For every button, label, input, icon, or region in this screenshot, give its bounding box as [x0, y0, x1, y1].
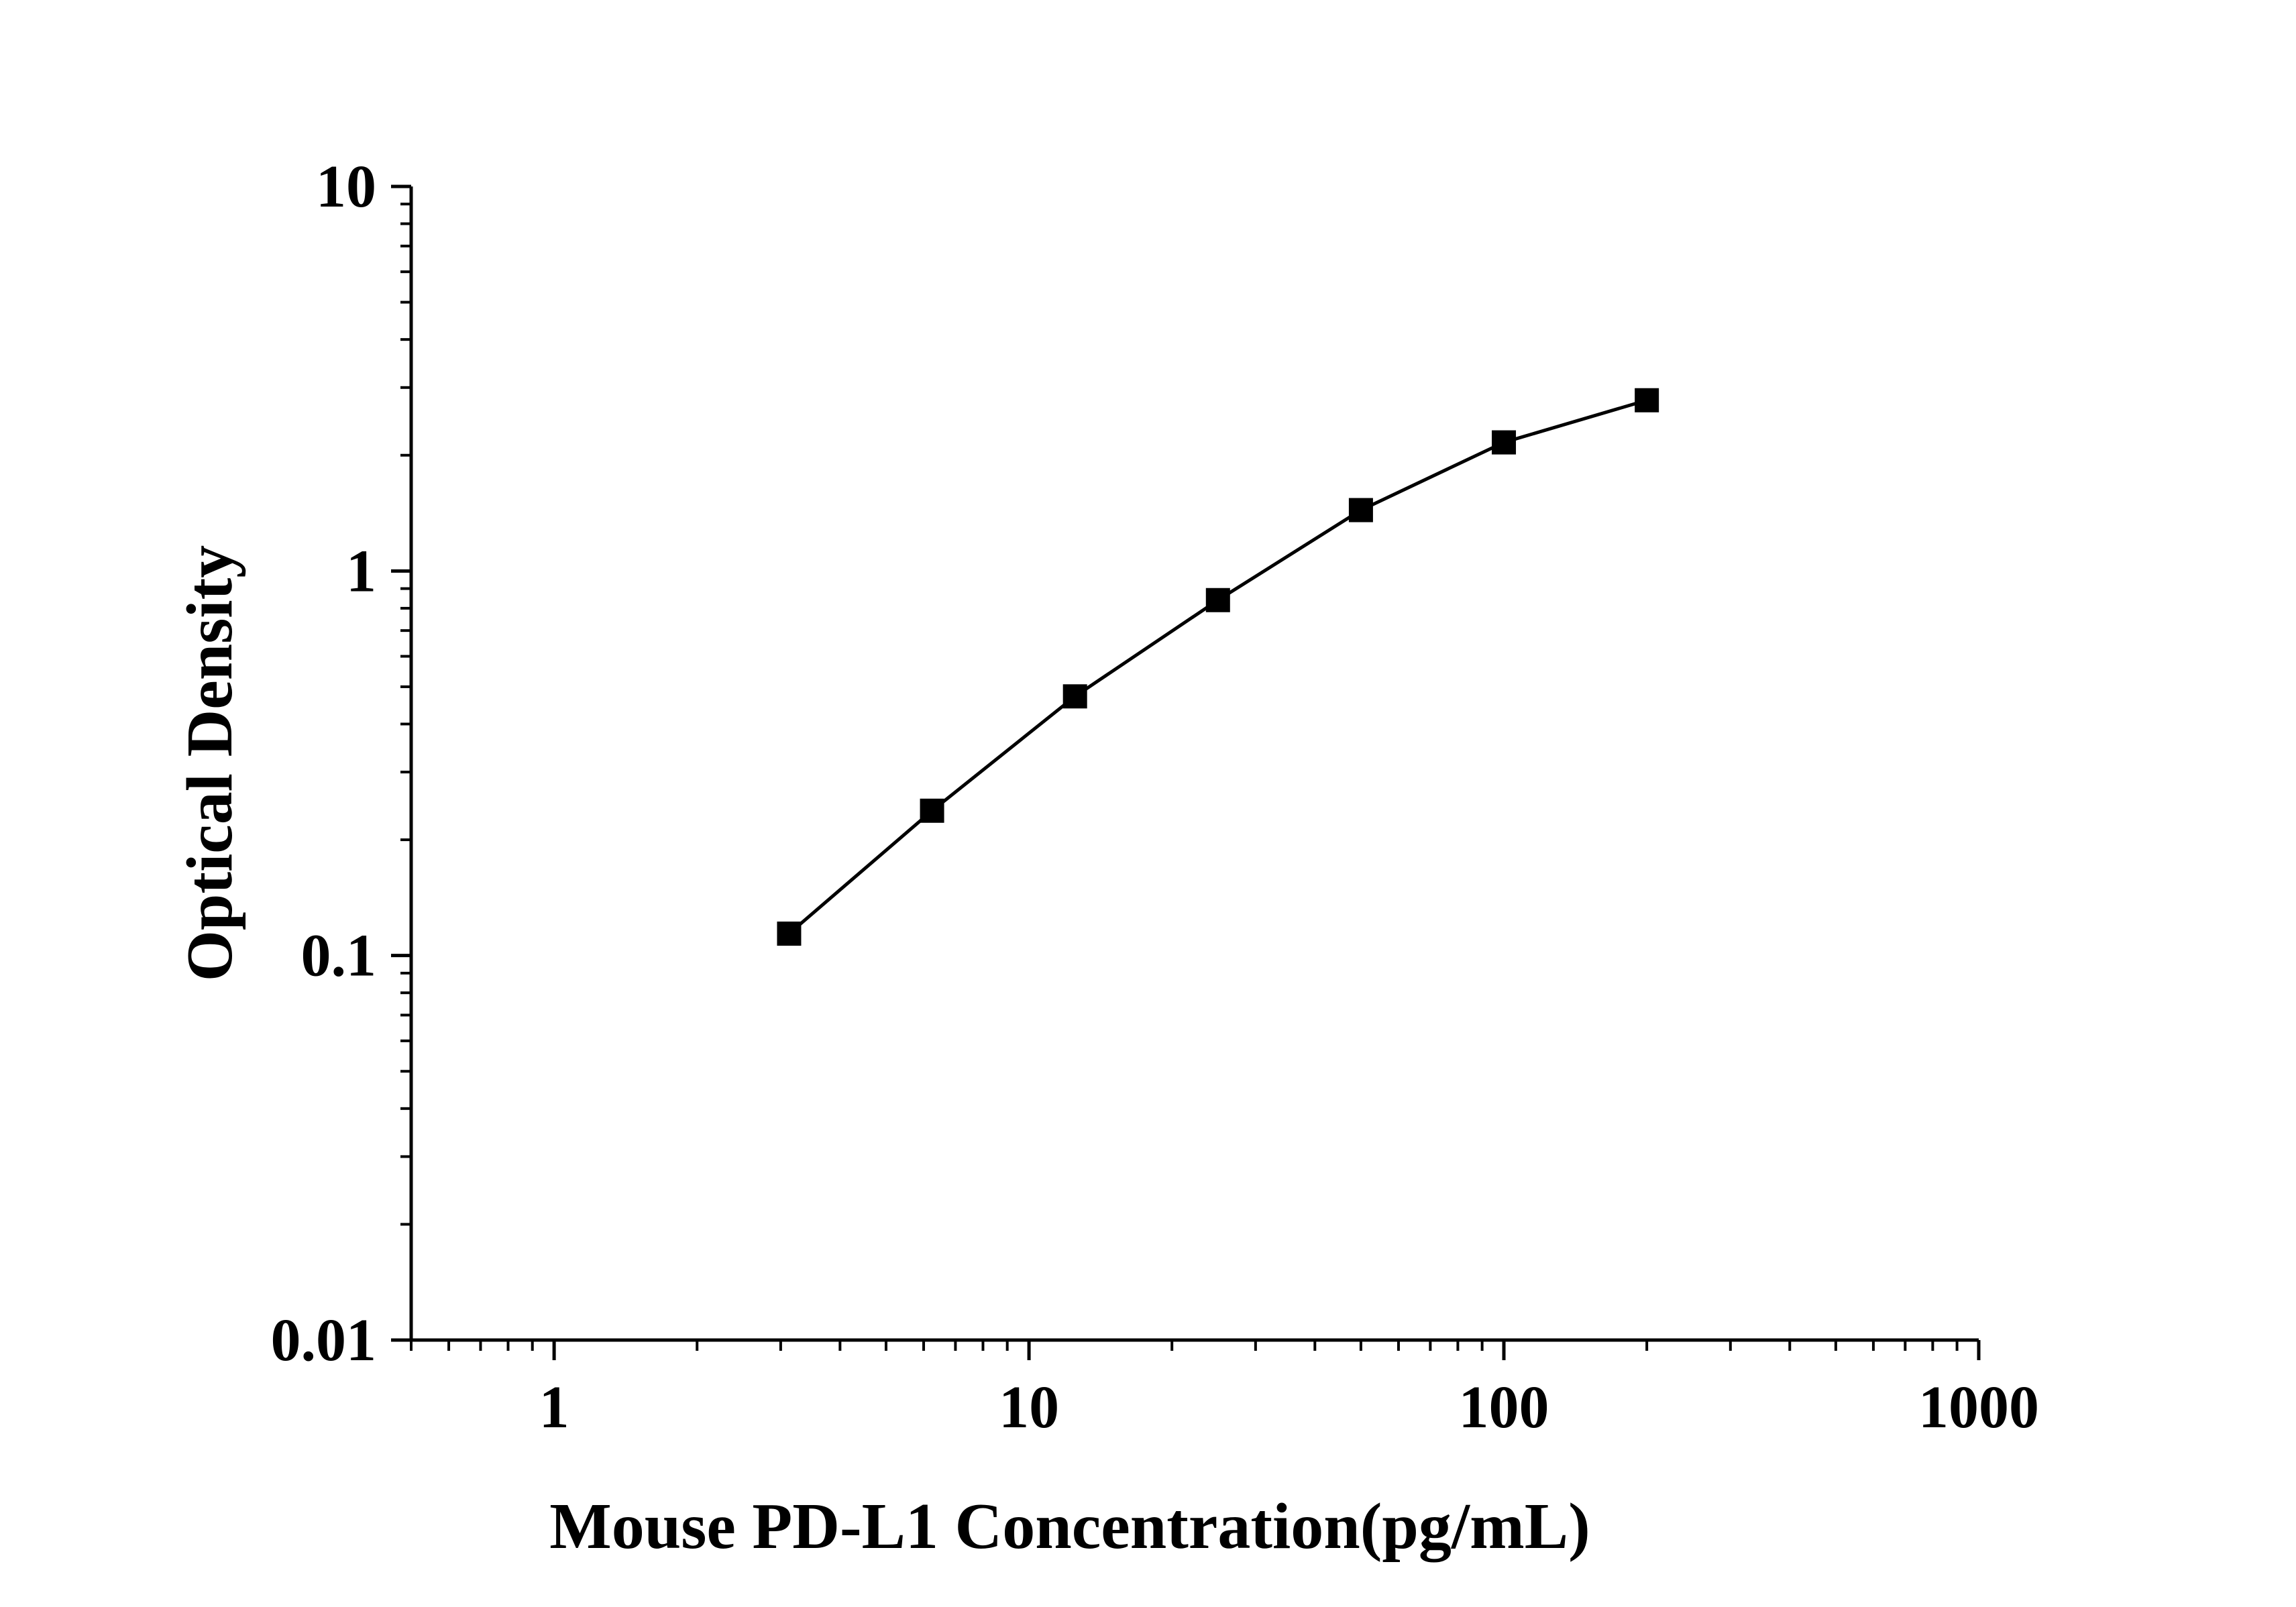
y-tick-label: 0.01 — [271, 1307, 377, 1374]
data-point-marker — [777, 922, 802, 946]
axes: 0.01 0.1 1 10 1 10 100 1000 — [271, 154, 2040, 1441]
x-tick-label: 1 — [539, 1374, 569, 1441]
data-point-marker — [1492, 430, 1517, 455]
data-point-marker — [1205, 588, 1230, 612]
data-point-marker — [1062, 684, 1087, 709]
x-axis-title: Mouse PD-L1 Concentration(pg/mL) — [549, 1490, 1590, 1563]
plot-area — [777, 388, 1659, 946]
x-tick-label: 10 — [999, 1374, 1059, 1441]
y-axis-title: Optical Density — [174, 545, 246, 982]
y-tick-label: 1 — [346, 538, 376, 604]
y-tick-label: 10 — [316, 154, 376, 220]
x-tick-label: 1000 — [1918, 1374, 2039, 1441]
data-point-marker — [1635, 388, 1659, 412]
data-point-marker — [920, 798, 944, 823]
series-line — [787, 398, 1647, 935]
x-tick-label: 100 — [1459, 1374, 1549, 1441]
y-tick-label: 0.1 — [301, 923, 377, 989]
data-point-marker — [1348, 498, 1373, 522]
